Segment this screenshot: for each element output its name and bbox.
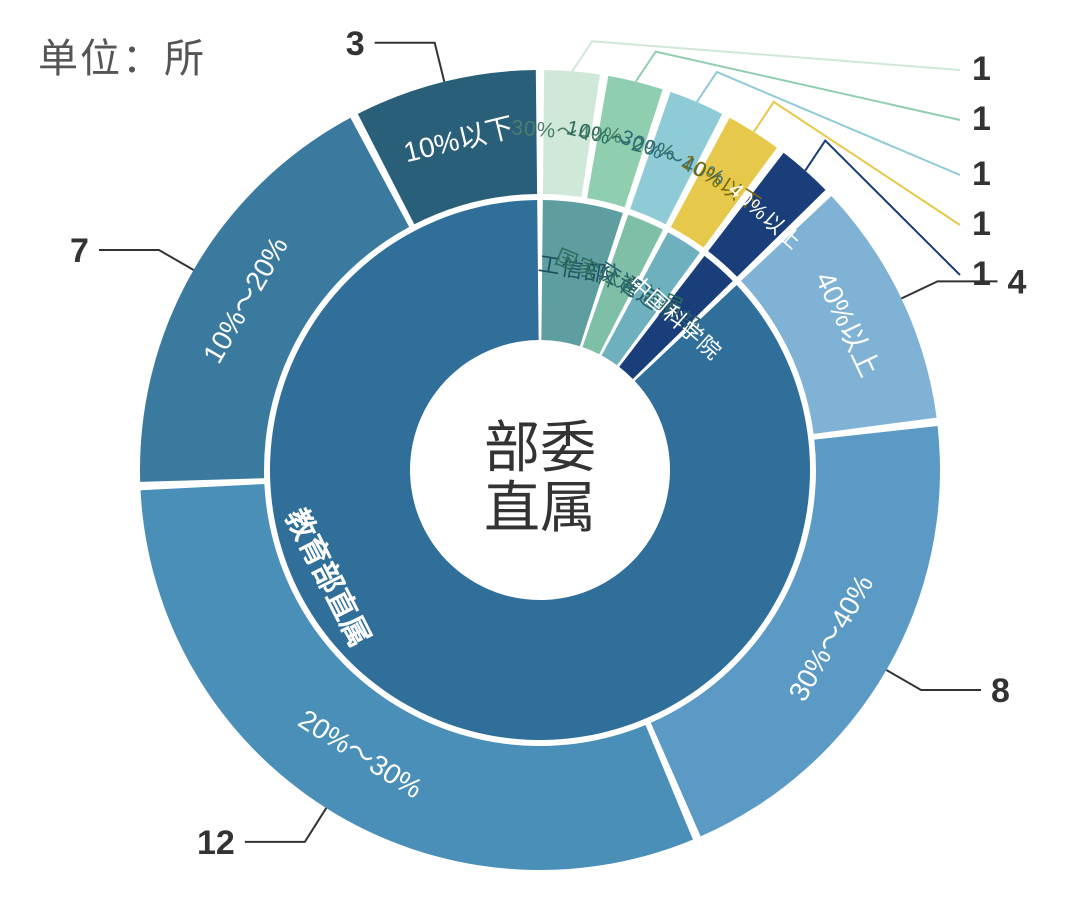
callout-value: 8 (991, 672, 1010, 710)
callout-value: 3 (346, 25, 365, 63)
center-label-line2: 直属 (484, 476, 596, 539)
callout-value: 1 (972, 100, 991, 138)
callout-line (572, 41, 960, 71)
callout-value: 12 (197, 824, 235, 862)
sunburst-chart: 工信部国家体育总局交通运输部中国科学院教育部直属30%～40%10%～20%30… (0, 0, 1080, 917)
callout-line (886, 670, 981, 690)
callout-line (245, 808, 326, 842)
callout-value: 1 (972, 255, 991, 293)
callout-value: 1 (972, 155, 991, 193)
callout-value: 4 (1008, 263, 1027, 301)
callout-line (375, 43, 445, 82)
callout-value: 7 (70, 232, 89, 270)
callout-line (99, 250, 194, 270)
callout-value: 1 (972, 50, 991, 88)
callout-value: 1 (972, 205, 991, 243)
center-label-line1: 部委 (484, 416, 596, 479)
